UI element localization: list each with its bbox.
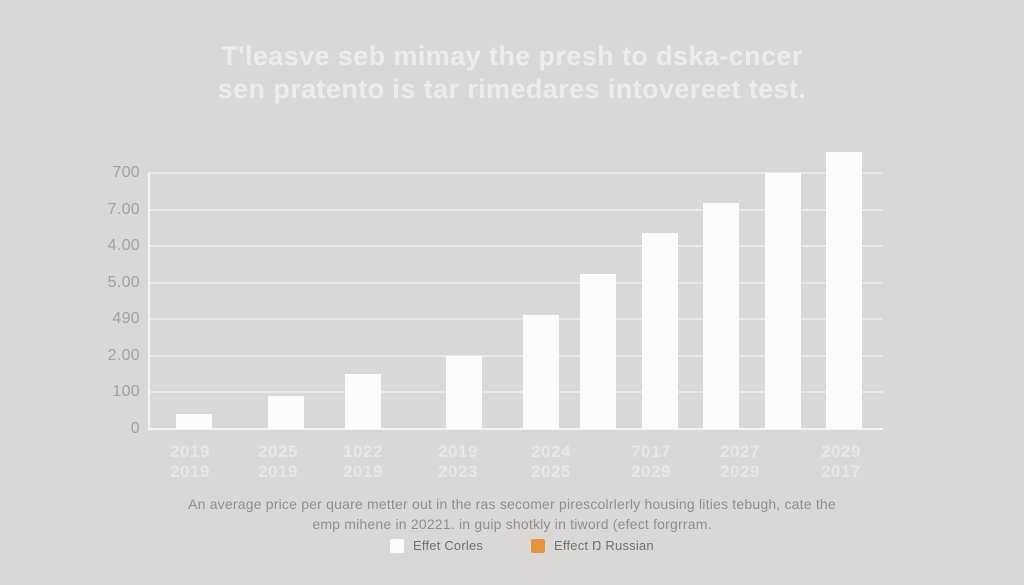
x-axis-label-row2: 2029 — [631, 462, 671, 481]
x-axis-label-row1: 2027 — [720, 442, 760, 461]
x-axis-label-row1: 7017 — [631, 442, 671, 461]
x-axis-label-row1: 2025 — [258, 442, 298, 461]
y-axis-tick-label: 5.00 — [107, 273, 140, 291]
caption-line1: An average price per quare metter out in… — [188, 496, 836, 512]
bar — [826, 151, 862, 429]
y-axis-tick-label: 7.00 — [107, 200, 140, 218]
bar — [345, 374, 381, 429]
y-axis-line — [148, 173, 150, 431]
x-axis-label-row1: 1022 — [343, 442, 383, 461]
bar — [580, 273, 616, 429]
caption: An average price per quare metter out in… — [0, 494, 1024, 534]
chart-title-line1: T'leasve seb mimay the presh to dska-cnc… — [221, 41, 803, 71]
x-axis-baseline — [148, 428, 883, 430]
x-axis-label-row2: 2029 — [720, 462, 760, 481]
y-axis-tick-label: 490 — [112, 310, 140, 328]
x-axis-label-row2: 2019 — [343, 462, 383, 481]
x-axis-label-row1: 2019 — [438, 442, 478, 461]
legend-item-effect-russian: Effect Ŋ Russian — [531, 538, 654, 553]
gridline — [148, 172, 883, 174]
x-axis-label-row2: 2019 — [258, 462, 298, 481]
bar — [176, 413, 212, 429]
x-axis-label-row2: 2017 — [821, 462, 861, 481]
bar — [642, 233, 678, 429]
x-axis-label-row1: 2019 — [170, 442, 210, 461]
y-axis-tick-label: 100 — [112, 383, 140, 401]
bar — [446, 355, 482, 429]
y-axis-tick-label: 2.00 — [107, 346, 140, 364]
x-axis-label-row2: 2023 — [438, 462, 478, 481]
bar — [765, 173, 801, 429]
gridline — [148, 245, 883, 248]
gridline — [148, 391, 883, 394]
chart-title-line2: sen pratento is tar rimedares intovereet… — [217, 74, 807, 104]
gridline — [148, 281, 883, 284]
y-axis-tick-label: 4.00 — [107, 237, 140, 255]
legend-swatch-effect-russian — [531, 538, 545, 553]
chart-title: T'leasve seb mimay the presh to dska-cnc… — [0, 40, 1024, 106]
y-axis-tick-label: 700 — [112, 164, 140, 181]
gridline — [148, 354, 883, 357]
bar — [523, 314, 559, 429]
bar — [703, 202, 739, 429]
legend-swatch-effet-corles — [390, 538, 404, 553]
gridline — [148, 208, 883, 211]
x-axis-label-row2: 2025 — [531, 462, 571, 481]
caption-line2: emp mihene in 20221. in guip shotkly in … — [312, 516, 712, 532]
y-axis-tick-label: 0 — [130, 420, 140, 437]
x-axis-label-row1: 2024 — [531, 442, 571, 461]
legend-label-effect-russian: Effect Ŋ Russian — [554, 538, 654, 553]
gridline — [148, 318, 883, 321]
bar — [268, 396, 304, 429]
legend-item-effet-corles: Effet Corles — [390, 538, 483, 553]
legend-label-effet-corles: Effet Corles — [413, 538, 484, 553]
x-axis-label-row2: 2019 — [170, 462, 210, 481]
x-axis-label-row1: 2029 — [821, 442, 861, 461]
